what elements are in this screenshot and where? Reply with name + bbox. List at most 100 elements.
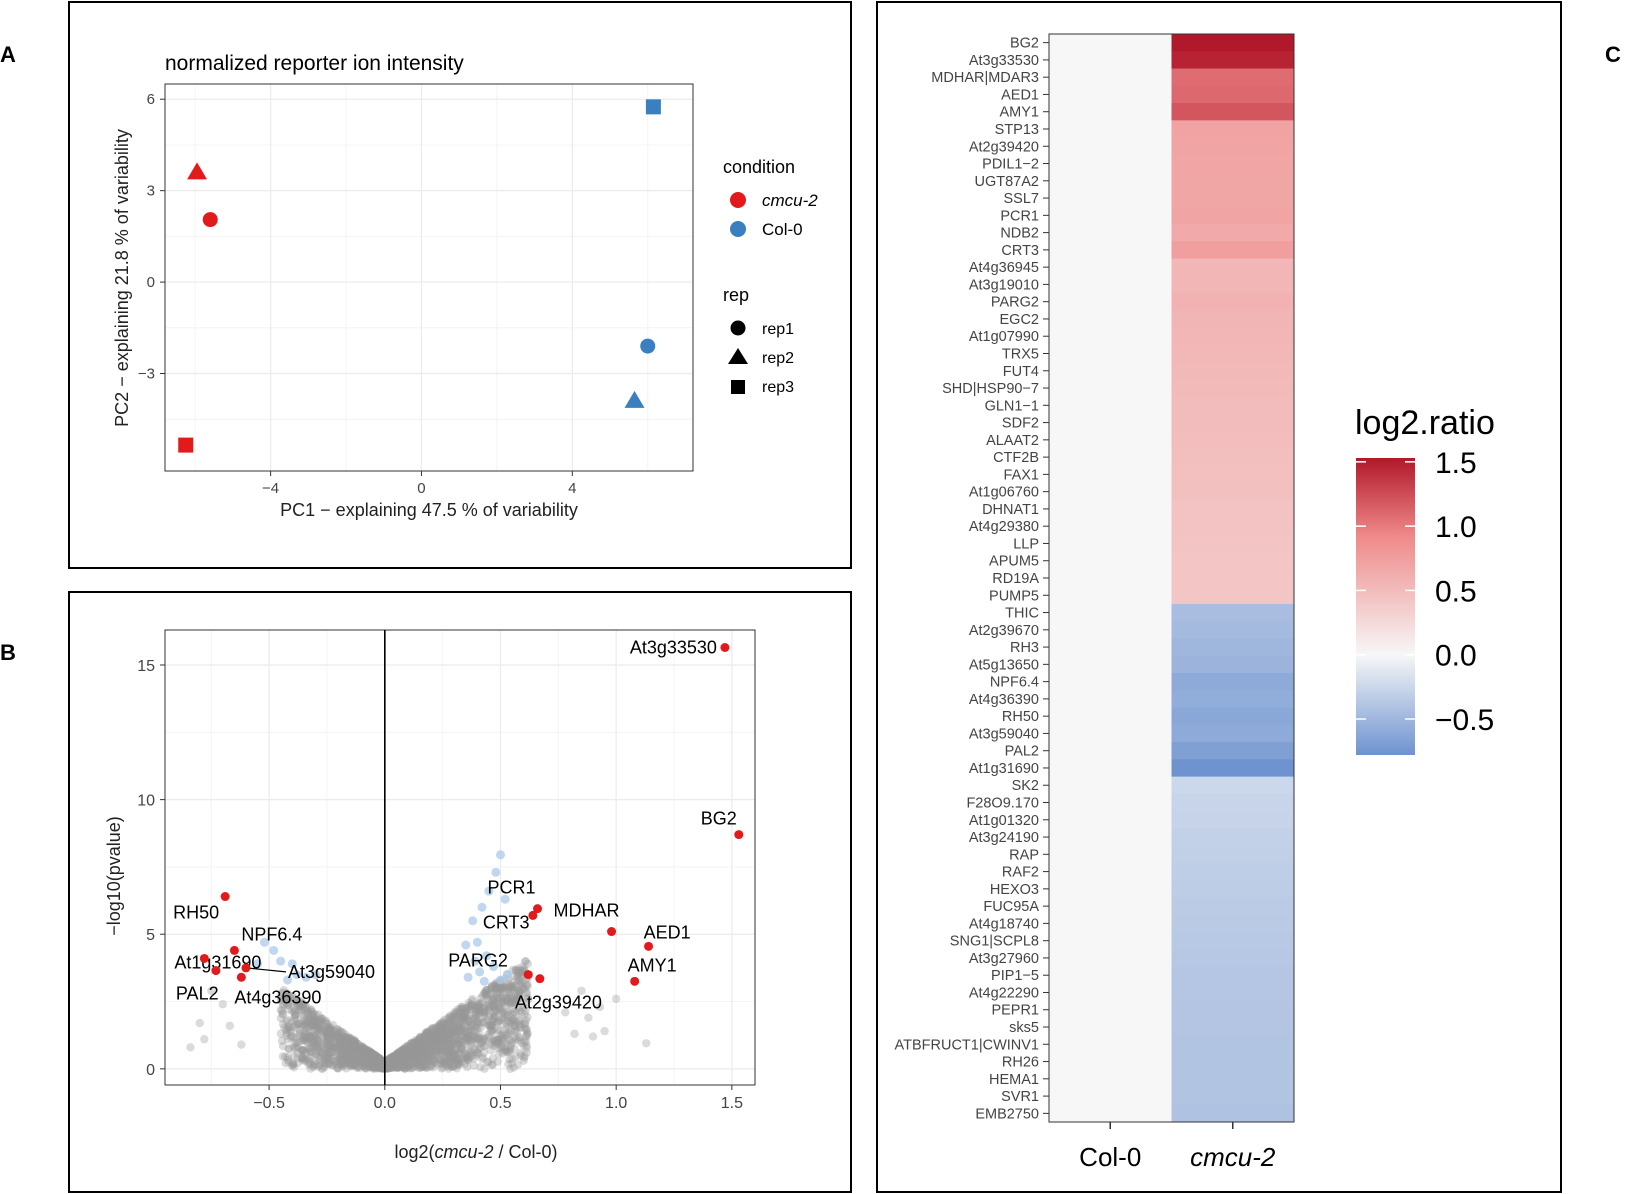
- volcano-background-point: [418, 1063, 427, 1072]
- volcano-background-point: [486, 1021, 495, 1030]
- volcano-background-point: [480, 989, 489, 998]
- volcano-background-point: [490, 1013, 499, 1022]
- volcano-background-point: [462, 1035, 472, 1044]
- volcano-background-point: [375, 1054, 384, 1063]
- volcano-background-point: [510, 972, 520, 981]
- volcano-background-point: [381, 1059, 390, 1068]
- volcano-background-point: [446, 1046, 456, 1055]
- volcano-background-point: [237, 1040, 246, 1049]
- volcano-background-point: [502, 1046, 511, 1056]
- volcano-background-point: [408, 1048, 417, 1057]
- volcano-background-point: [395, 1055, 404, 1064]
- volcano-background-point: [506, 1018, 516, 1027]
- volcano-background-point: [398, 1053, 407, 1062]
- volcano-background-point: [394, 1048, 403, 1058]
- volcano-background-point: [407, 1045, 416, 1054]
- volcano-background-point: [375, 1059, 385, 1068]
- volcano-background-point: [373, 1059, 383, 1068]
- volcano-label-BG2: BG2: [701, 809, 737, 829]
- volcano-background-point: [351, 1041, 361, 1050]
- volcano-background-point: [403, 1052, 413, 1061]
- volcano-background-point: [366, 1061, 376, 1071]
- colorbar-ticks: 1.51.00.50.0−0.5: [1356, 447, 1494, 737]
- heatmap-cell-col-0: [1049, 811, 1172, 829]
- volcano-background-point: [474, 1001, 483, 1010]
- volcano-background-point: [336, 1054, 345, 1064]
- volcano-background-point: [298, 1033, 308, 1042]
- volcano-background-point: [335, 1052, 344, 1061]
- volcano-background-point: [505, 1047, 514, 1056]
- volcano-background-point: [438, 1022, 447, 1031]
- heatmap-cell-col-0: [1049, 396, 1172, 415]
- volcano-background-point: [334, 1034, 344, 1043]
- volcano-background-point: [355, 1044, 364, 1054]
- volcano-background-point: [505, 1055, 514, 1064]
- volcano-background-point: [402, 1048, 411, 1058]
- volcano-background-point: [507, 996, 517, 1005]
- volcano-background-point: [493, 982, 502, 992]
- volcano-background-point: [402, 1049, 411, 1059]
- volcano-background-point: [375, 1062, 385, 1071]
- volcano-background-point: [522, 1024, 531, 1034]
- volcano-background-point: [358, 1059, 368, 1069]
- volcano-background-point: [277, 1006, 287, 1016]
- volcano-background-point: [278, 1010, 287, 1019]
- volcano-background-point: [372, 1056, 381, 1065]
- heatmap-column-label-Col-0: Col-0: [1079, 1142, 1141, 1172]
- volcano-background-point: [454, 1059, 463, 1068]
- volcano-background-point: [515, 986, 525, 996]
- volcano-background-point: [464, 1002, 473, 1011]
- volcano-background-point: [377, 1058, 386, 1067]
- volcano-background-point: [489, 1008, 498, 1017]
- volcano-background-point: [407, 1050, 416, 1059]
- volcano-background-point: [506, 985, 516, 995]
- volcano-label-MDHAR: MDHAR: [554, 901, 620, 921]
- volcano-background-point: [404, 1063, 414, 1073]
- volcano-background-point: [522, 1043, 531, 1053]
- volcano-background-point: [400, 1054, 409, 1063]
- volcano-background-point: [435, 1046, 445, 1056]
- volcano-background-point: [373, 1053, 382, 1063]
- heatmap-row-label: EGC2: [1000, 312, 1040, 328]
- volcano-background-point: [408, 1052, 417, 1062]
- volcano-background-point: [461, 1032, 471, 1041]
- volcano-background-point: [312, 1034, 322, 1044]
- volcano-background-point: [323, 1031, 333, 1041]
- volcano-background-point: [407, 1048, 416, 1058]
- volcano-light-blue-point: [479, 976, 489, 986]
- volcano-light-blue-points: [253, 850, 512, 986]
- volcano-background-point: [384, 1056, 393, 1066]
- volcano-background-point: [488, 1017, 498, 1027]
- volcano-background-point: [365, 1052, 374, 1061]
- volcano-background-point: [387, 1057, 396, 1066]
- volcano-background-point: [432, 1049, 441, 1059]
- volcano-background-point: [471, 1010, 481, 1020]
- volcano-background-point: [320, 1062, 329, 1072]
- heatmap-cell-col-0: [1049, 223, 1172, 242]
- volcano-background-point: [516, 1020, 526, 1029]
- volcano-background-point: [412, 1048, 422, 1058]
- volcano-background-point: [387, 1057, 397, 1066]
- volcano-background-point: [431, 1039, 440, 1048]
- volcano-background-point: [406, 1059, 415, 1069]
- volcano-background-point: [422, 1034, 431, 1043]
- volcano-background-point: [301, 1056, 310, 1066]
- volcano-background-point: [336, 1060, 346, 1069]
- volcano-background-point: [396, 1049, 405, 1058]
- volcano-background-point: [488, 1036, 498, 1045]
- volcano-background-point: [519, 1056, 528, 1065]
- volcano-background-point: [405, 1053, 415, 1063]
- heatmap-cell-col-0: [1049, 1018, 1172, 1037]
- volcano-background-point: [394, 1056, 404, 1065]
- volcano-background-point: [350, 1052, 359, 1061]
- volcano-background-point: [451, 1019, 460, 1028]
- volcano-background-point: [461, 1013, 470, 1022]
- volcano-background-point: [497, 1014, 507, 1023]
- volcano-background-point: [341, 1033, 350, 1042]
- volcano-background-point: [499, 1013, 509, 1022]
- volcano-background-point: [282, 990, 291, 999]
- volcano-background-point: [440, 1059, 450, 1068]
- volcano-background-point: [289, 1063, 299, 1072]
- volcano-background-point: [326, 1048, 335, 1057]
